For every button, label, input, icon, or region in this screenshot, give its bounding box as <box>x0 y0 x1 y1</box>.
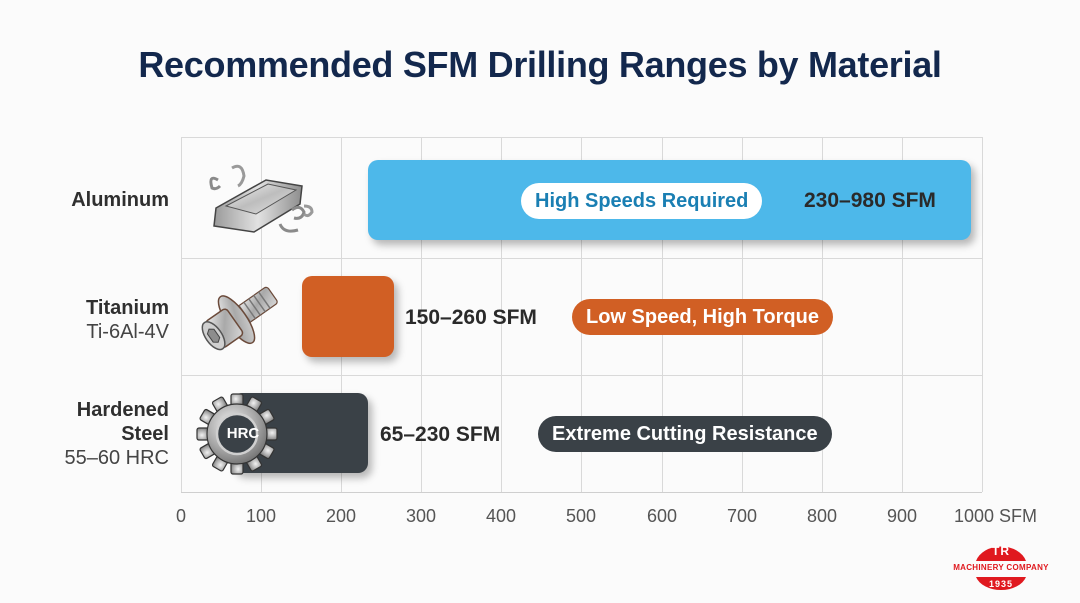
row-label-titanium: Titanium Ti-6Al-4V <box>86 296 169 344</box>
gridline-900 <box>902 137 903 492</box>
gridline-300 <box>421 137 422 492</box>
x-tick-label: 900 <box>886 506 918 526</box>
x-tick-label: 400 <box>485 506 517 526</box>
logo-initials: TR <box>992 544 1010 558</box>
x-tick-label-last: 1000 SFM <box>954 506 1038 526</box>
x-tick-label: 100 <box>245 506 277 526</box>
logo-company-name: MACHINERY COMPANY <box>953 563 1049 572</box>
chart-title: Recommended SFM Drilling Ranges by Mater… <box>138 44 942 85</box>
x-tick-label: 300 <box>405 506 437 526</box>
bar-titanium <box>302 276 394 357</box>
row-label-aluminum: Aluminum <box>71 188 169 212</box>
material-name-line2: Steel <box>121 423 169 445</box>
gridline-top <box>181 137 982 138</box>
hrc-gear-icon-label: HRC <box>226 425 260 442</box>
material-name: Aluminum <box>71 189 169 211</box>
x-tick-label: 200 <box>325 506 357 526</box>
range-label-hardened-steel: 65–230 SFM <box>380 423 501 446</box>
x-tick-label: 0 <box>175 506 187 526</box>
material-grade: Ti-6Al-4V <box>86 321 169 343</box>
range-label-titanium: 150–260 SFM <box>405 306 537 329</box>
x-tick-label: 500 <box>565 506 597 526</box>
hrc-gear-icon <box>196 393 278 475</box>
gridline-row-divider-2 <box>181 375 982 376</box>
x-axis-line <box>181 492 982 493</box>
x-tick-label: 700 <box>726 506 758 526</box>
titanium-bolt-icon <box>201 286 278 351</box>
row-label-hardened-steel: Hardened Steel 55–60 HRC <box>64 398 169 470</box>
logo-year: 1935 <box>988 579 1014 589</box>
material-name: Titanium <box>86 297 169 319</box>
note-pill-aluminum: High Speeds Required <box>521 183 763 219</box>
gridline-400 <box>501 137 502 492</box>
gridline-1000 <box>982 137 983 492</box>
company-logo: TR MACHINERY COMPANY 1935 <box>942 541 1060 597</box>
gridline-0 <box>181 137 182 492</box>
material-hardness: 55–60 HRC <box>64 447 169 469</box>
range-label-aluminum: 230–980 SFM <box>804 189 936 212</box>
material-name-line1: Hardened <box>76 399 169 421</box>
x-tick-label: 600 <box>646 506 678 526</box>
note-pill-titanium: Low Speed, High Torque <box>572 299 833 335</box>
gridline-row-divider-1 <box>181 258 982 259</box>
x-tick-label: 800 <box>806 506 838 526</box>
note-pill-hardened-steel: Extreme Cutting Resistance <box>538 416 832 452</box>
aluminum-ingot-icon <box>209 164 314 233</box>
company-logo-emblem-icon <box>976 546 1026 591</box>
